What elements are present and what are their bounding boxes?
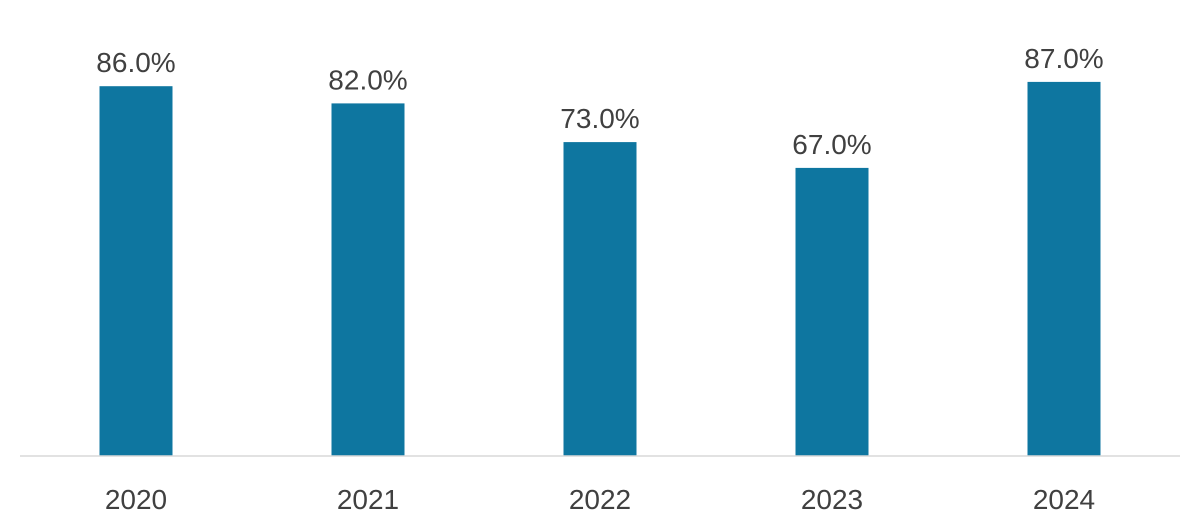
bar-2024 bbox=[1027, 81, 1101, 457]
value-labels-layer: 86.0% 82.0% 73.0% 67.0% 87.0% bbox=[96, 43, 1103, 160]
data-label-2023: 67.0% bbox=[792, 129, 871, 160]
bar-2023 bbox=[795, 167, 869, 456]
x-tick-label-2021: 2021 bbox=[337, 484, 399, 515]
bar-2020 bbox=[99, 86, 173, 456]
x-tick-label-2020: 2020 bbox=[105, 484, 167, 515]
data-label-2020: 86.0% bbox=[96, 47, 175, 78]
data-label-2024: 87.0% bbox=[1024, 43, 1103, 74]
bar-2022 bbox=[563, 142, 637, 456]
bars-layer bbox=[99, 81, 1101, 457]
x-tick-label-2024: 2024 bbox=[1033, 484, 1095, 515]
data-label-2021: 82.0% bbox=[328, 64, 407, 95]
x-tick-label-2022: 2022 bbox=[569, 484, 631, 515]
bar-2021 bbox=[331, 103, 405, 457]
x-tick-labels-layer: 2020 2021 2022 2023 2024 bbox=[105, 484, 1095, 515]
data-label-2022: 73.0% bbox=[560, 103, 639, 134]
x-tick-label-2023: 2023 bbox=[801, 484, 863, 515]
